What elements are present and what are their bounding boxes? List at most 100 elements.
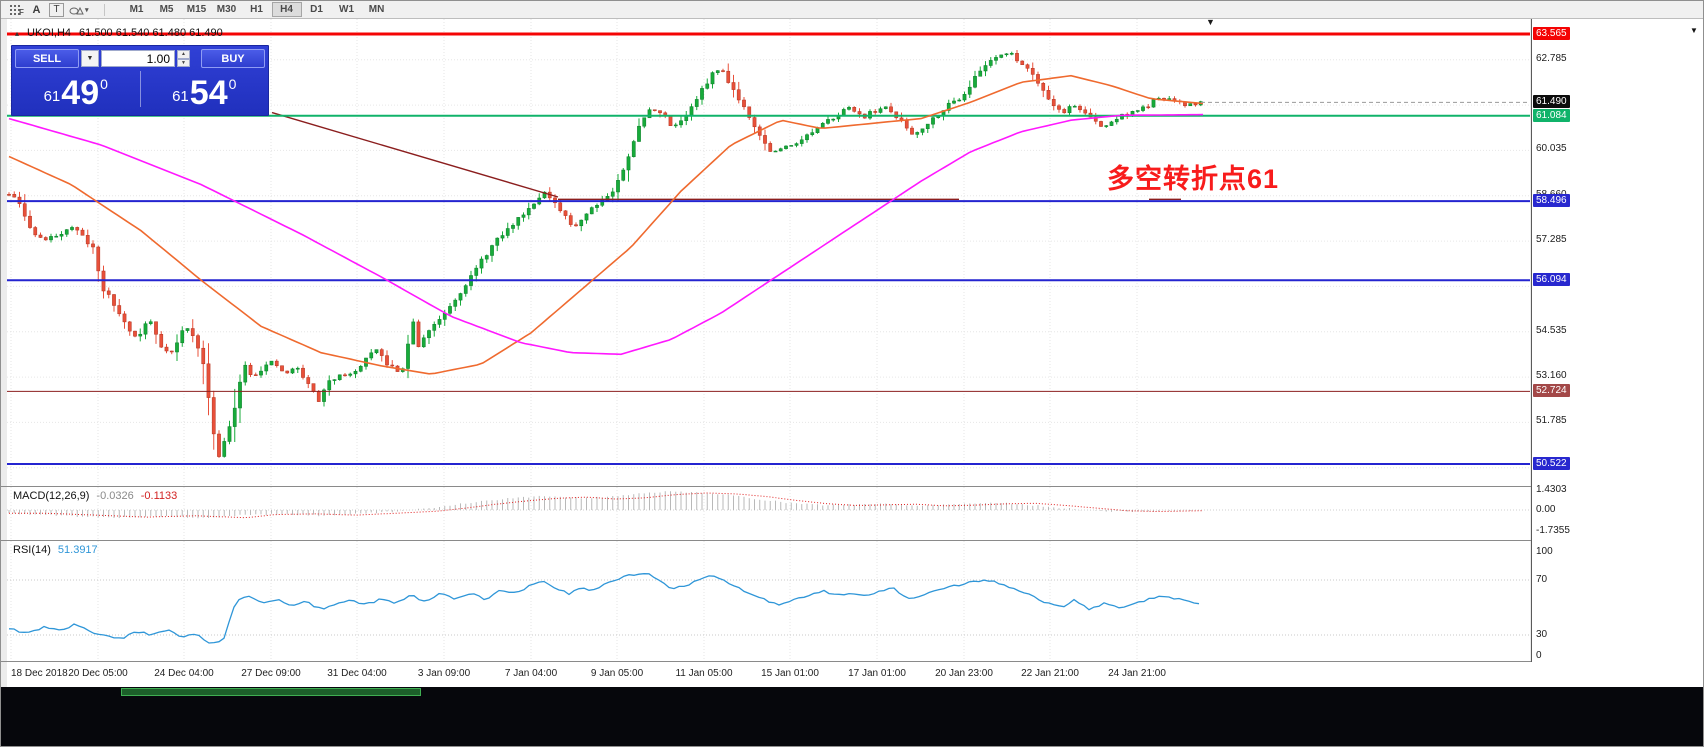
- indicator-axis-label: 30: [1536, 629, 1548, 640]
- price-axis-label: 58.496: [1533, 194, 1570, 207]
- macd-panel[interactable]: MACD(12,26,9) -0.0326 -0.1133: [7, 487, 1530, 540]
- taskbar-strip: [1, 687, 1703, 746]
- time-axis-label: 20 Dec 05:00: [68, 668, 128, 679]
- grid-dots-icon[interactable]: F: [9, 3, 24, 17]
- volume-input[interactable]: [101, 50, 175, 67]
- price-axis-label: 50.522: [1533, 457, 1570, 470]
- grid-dots-glyph: [10, 4, 21, 15]
- axis-marker-icon: ▼: [1690, 26, 1698, 35]
- timeframe-button-mn[interactable]: MN: [368, 4, 385, 15]
- timeframe-button-m30[interactable]: M30: [216, 4, 237, 15]
- time-axis-label: 18 Dec 2018: [11, 668, 68, 679]
- trade-controls-row: SELL ▼ ▲ ▼ BUY: [12, 46, 268, 68]
- indicator-axis-label: 0.00: [1536, 504, 1556, 515]
- price-axis-label: 54.535: [1536, 325, 1567, 336]
- timeframe-button-d1[interactable]: D1: [310, 4, 323, 15]
- price-axis-label: 62.785: [1536, 53, 1567, 64]
- toolbar: F A T ▾ M1 M5 M15 M30 H1 H4 D1 W1 MN: [1, 1, 1703, 19]
- shapes-icon: [69, 6, 84, 14]
- one-click-trading-panel: SELL ▼ ▲ ▼ BUY 61 49 0 61 54: [11, 45, 269, 116]
- rsi-label: RSI(14) 51.3917: [13, 544, 98, 556]
- candlestick-chart-canvas[interactable]: [7, 19, 1530, 486]
- time-axis-label: 15 Jan 01:00: [761, 668, 819, 679]
- indicator-axis-label: 100: [1536, 546, 1553, 557]
- macd-name: MACD(12,26,9): [13, 490, 90, 502]
- text-tool[interactable]: T: [49, 2, 64, 17]
- indicator-axis-label: 1.4303: [1536, 484, 1567, 495]
- shapes-tool[interactable]: ▾: [69, 3, 89, 17]
- taskbar-highlight: [121, 688, 421, 696]
- price-axis-label: 60.035: [1536, 143, 1567, 154]
- rsi-value: 51.3917: [57, 544, 98, 556]
- indicator-axis-label: 70: [1536, 574, 1548, 585]
- price-axis-label: 57.285: [1536, 234, 1567, 245]
- time-axis-label: 22 Jan 21:00: [1021, 668, 1079, 679]
- collapse-panel-icon[interactable]: ▴: [15, 28, 20, 38]
- time-axis-label: 24 Dec 04:00: [154, 668, 214, 679]
- macd-value: -0.0326: [96, 490, 134, 502]
- ohlc-values: 61.500 61.540 61.480 61.490: [79, 27, 223, 39]
- timeframe-button-h4[interactable]: H4: [271, 2, 302, 17]
- time-axis-label: 24 Jan 21:00: [1108, 668, 1166, 679]
- price-axis-label: 56.094: [1533, 273, 1570, 286]
- timeframe-button-h1[interactable]: H1: [250, 4, 263, 15]
- sell-price-prefix: 61: [43, 88, 61, 105]
- timeframe-button-w1[interactable]: W1: [339, 4, 355, 15]
- panel-separator: [1, 661, 1531, 662]
- f-subscript-label: F: [19, 7, 24, 17]
- price-axis-label: 51.785: [1536, 415, 1567, 426]
- spinner-up-icon[interactable]: ▲: [177, 50, 190, 59]
- toolbar-separator: [103, 3, 105, 16]
- chart-title: ▴ UKOI,H4 61.500 61.540 61.480 61.490: [15, 27, 223, 39]
- panel-separator[interactable]: [1, 540, 1531, 541]
- time-axis-label: 27 Dec 09:00: [241, 668, 301, 679]
- rsi-name: RSI(14): [13, 544, 51, 556]
- price-axis[interactable]: ▼ 63.56562.78561.49061.08460.03558.66058…: [1531, 19, 1703, 662]
- buy-button[interactable]: BUY: [201, 49, 265, 68]
- buy-price-sup: 0: [228, 76, 237, 92]
- panel-separator[interactable]: [1, 486, 1531, 487]
- time-axis-label: 9 Jan 05:00: [590, 668, 644, 679]
- time-axis-label: 20 Jan 23:00: [935, 668, 993, 679]
- indicator-axis-label: 0: [1536, 650, 1542, 661]
- time-axis-label: 17 Jan 01:00: [848, 668, 906, 679]
- rsi-canvas[interactable]: [7, 541, 1530, 661]
- buy-price[interactable]: 61 54 0: [141, 69, 269, 113]
- buy-price-prefix: 61: [172, 88, 189, 105]
- price-axis-label: 61.084: [1533, 109, 1570, 122]
- volume-spinner: ▲ ▼: [177, 50, 190, 67]
- spinner-down-icon[interactable]: ▼: [177, 58, 190, 67]
- timeframe-button-m1[interactable]: M1: [129, 4, 144, 15]
- price-axis-label: 61.490: [1533, 95, 1570, 108]
- chart-annotation[interactable]: 多空转折点61: [1107, 164, 1280, 194]
- main-chart-panel[interactable]: ▴ UKOI,H4 61.500 61.540 61.480 61.490 ▼ …: [7, 17, 1530, 486]
- macd-canvas[interactable]: [7, 487, 1530, 540]
- timeframe-button-m15[interactable]: M15: [186, 4, 207, 15]
- chevron-down-icon: ▾: [85, 6, 89, 14]
- time-axis[interactable]: 18 Dec 2018 20 Dec 05:00 24 Dec 04:00 27 De…: [7, 662, 1703, 687]
- macd-label: MACD(12,26,9) -0.0326 -0.1133: [13, 490, 177, 502]
- volume-dropdown[interactable]: ▼: [81, 50, 99, 67]
- sell-price[interactable]: 61 49 0: [12, 69, 140, 113]
- time-axis-label: 3 Jan 09:00: [417, 668, 471, 679]
- price-axis-label: 63.565: [1533, 27, 1570, 40]
- buy-price-main: 54: [189, 74, 228, 112]
- annotation-a-tool[interactable]: A: [32, 3, 41, 16]
- sell-button[interactable]: SELL: [15, 49, 79, 68]
- macd-signal-value: -0.1133: [140, 490, 178, 502]
- timeframe-button-m5[interactable]: M5: [159, 4, 174, 15]
- time-axis-label: 31 Dec 04:00: [327, 668, 387, 679]
- indicator-axis-label: -1.7355: [1536, 525, 1570, 536]
- rsi-panel[interactable]: RSI(14) 51.3917: [7, 541, 1530, 661]
- chart-shift-icon[interactable]: ▼: [1206, 17, 1215, 27]
- price-divider: [139, 71, 141, 107]
- timeframe-group: M1 M5 M15 M30 H1 H4 D1 W1 MN: [122, 2, 392, 17]
- sell-price-main: 49: [61, 74, 100, 112]
- sell-price-sup: 0: [100, 76, 108, 92]
- symbol-period-label: UKOI,H4: [27, 27, 72, 39]
- time-axis-label: 7 Jan 04:00: [504, 668, 558, 679]
- price-axis-label: 52.724: [1533, 384, 1570, 397]
- trade-prices-row: 61 49 0 61 54 0: [12, 69, 268, 113]
- price-axis-label: 53.160: [1536, 370, 1567, 381]
